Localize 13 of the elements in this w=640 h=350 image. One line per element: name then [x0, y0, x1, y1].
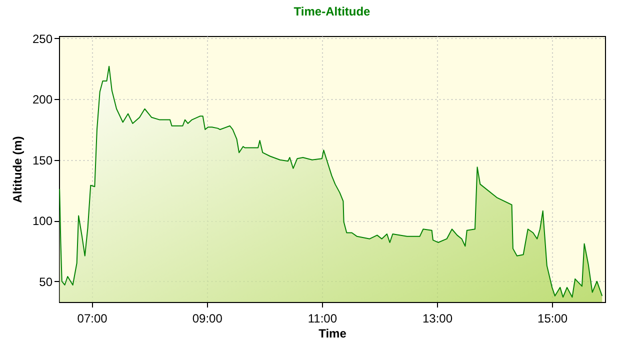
- x-tick-label: 07:00: [77, 312, 108, 326]
- x-tick-label: 13:00: [422, 312, 453, 326]
- x-tick-label: 15:00: [538, 312, 568, 326]
- y-axis-title: Altitude (m): [10, 136, 24, 203]
- x-tick-label: 09:00: [192, 312, 223, 326]
- y-tick-label: 250: [32, 32, 53, 46]
- y-tick-label: 50: [39, 274, 53, 289]
- y-tick-label: 100: [32, 214, 53, 228]
- y-tick-label: 200: [32, 92, 53, 107]
- x-axis-title: Time: [318, 326, 347, 340]
- chart-title: Time-Altitude: [294, 4, 371, 18]
- x-tick-label: 11:00: [308, 312, 338, 326]
- y-tick-label: 150: [32, 153, 53, 168]
